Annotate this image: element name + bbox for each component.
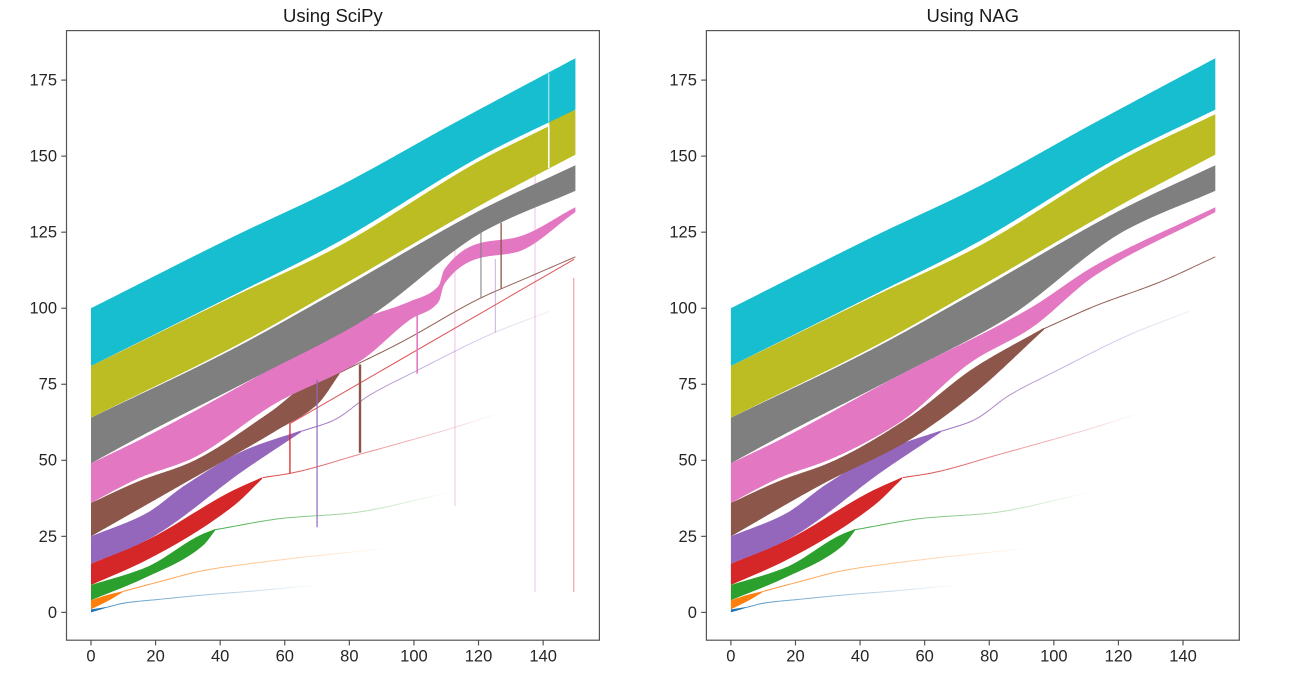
svg-text:20: 20 — [786, 648, 804, 666]
svg-text:75: 75 — [39, 376, 57, 394]
svg-text:Using SciPy: Using SciPy — [283, 5, 383, 26]
svg-text:0: 0 — [48, 604, 57, 622]
svg-text:60: 60 — [276, 648, 294, 666]
svg-text:120: 120 — [465, 648, 493, 666]
svg-text:0: 0 — [86, 648, 95, 666]
svg-text:0: 0 — [688, 604, 697, 622]
svg-text:175: 175 — [29, 72, 57, 90]
svg-text:50: 50 — [679, 452, 697, 470]
svg-text:75: 75 — [679, 376, 697, 394]
svg-text:80: 80 — [340, 648, 358, 666]
svg-text:125: 125 — [29, 224, 57, 242]
svg-text:175: 175 — [669, 72, 697, 90]
svg-text:125: 125 — [669, 224, 697, 242]
svg-text:100: 100 — [669, 300, 697, 318]
svg-text:100: 100 — [400, 648, 428, 666]
svg-text:150: 150 — [29, 148, 57, 166]
svg-text:0: 0 — [726, 648, 735, 666]
svg-text:120: 120 — [1105, 648, 1133, 666]
svg-text:150: 150 — [669, 148, 697, 166]
svg-text:40: 40 — [211, 648, 229, 666]
svg-text:40: 40 — [851, 648, 869, 666]
svg-text:50: 50 — [39, 452, 57, 470]
svg-text:25: 25 — [39, 528, 57, 546]
svg-text:60: 60 — [915, 648, 933, 666]
svg-text:100: 100 — [29, 300, 57, 318]
svg-text:100: 100 — [1040, 648, 1068, 666]
svg-text:Using NAG: Using NAG — [927, 5, 1020, 26]
svg-text:140: 140 — [1169, 648, 1197, 666]
svg-text:140: 140 — [529, 648, 557, 666]
svg-text:20: 20 — [146, 648, 164, 666]
svg-text:25: 25 — [679, 528, 697, 546]
svg-text:80: 80 — [980, 648, 998, 666]
